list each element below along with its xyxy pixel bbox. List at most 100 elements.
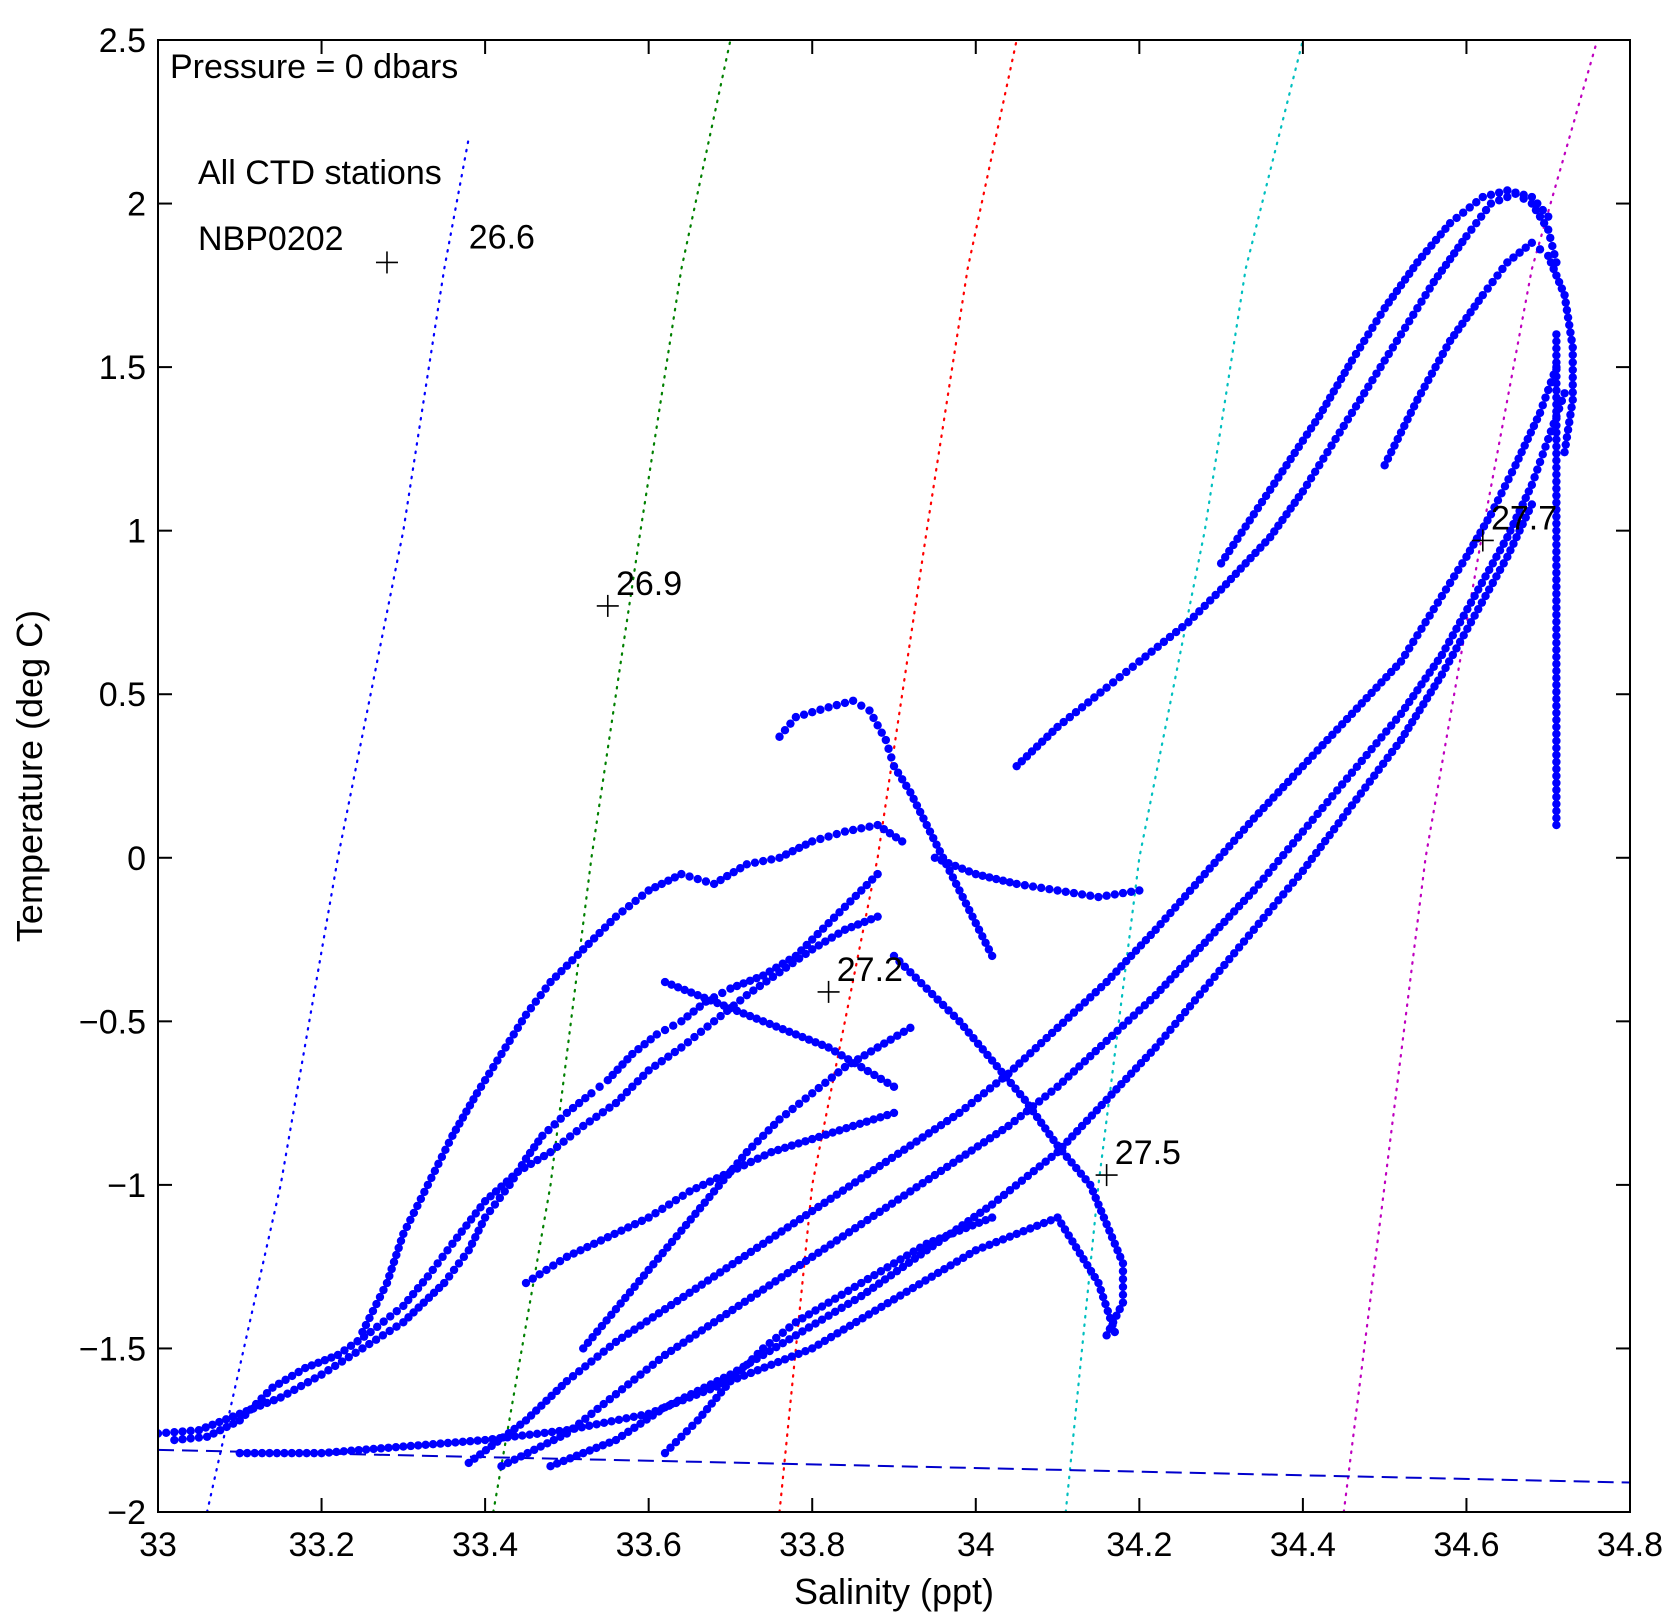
data-point — [1215, 853, 1224, 862]
isopycnal-label-3: 27.5 — [1115, 1134, 1181, 1172]
data-point — [1035, 1162, 1044, 1171]
data-point — [546, 977, 555, 987]
data-point — [581, 1362, 590, 1371]
data-point — [1075, 1062, 1084, 1071]
data-point — [639, 1271, 649, 1280]
data-point — [1452, 624, 1461, 633]
data-point — [630, 1282, 639, 1291]
data-point — [902, 1287, 911, 1297]
data-point — [1421, 290, 1430, 300]
data-point — [677, 1043, 686, 1052]
data-point — [1107, 1090, 1116, 1099]
data-point — [1259, 913, 1268, 923]
data-point — [1254, 919, 1263, 929]
isopycnal-2 — [778, 40, 1018, 1512]
data-point — [1552, 708, 1561, 718]
data-point — [942, 1116, 952, 1126]
data-point — [351, 1348, 360, 1358]
data-point — [371, 1335, 381, 1344]
data-point — [828, 1128, 837, 1137]
data-point — [1506, 546, 1515, 555]
data-point — [448, 1131, 457, 1141]
data-point — [476, 1450, 485, 1459]
data-point — [593, 1404, 602, 1414]
data-point — [1465, 546, 1475, 555]
data-point — [1215, 922, 1224, 932]
data-point — [1315, 411, 1324, 421]
data-point — [851, 891, 861, 901]
data-point — [1075, 1003, 1084, 1012]
data-point — [808, 1089, 817, 1098]
data-point — [332, 1447, 341, 1457]
data-point — [353, 1337, 362, 1346]
data-point — [794, 843, 804, 853]
data-point — [1112, 1085, 1121, 1094]
data-point — [1552, 337, 1561, 346]
data-point — [1500, 482, 1510, 491]
data-point — [758, 1017, 768, 1026]
data-point — [459, 1252, 469, 1262]
data-point — [1427, 369, 1437, 378]
data-point — [1425, 284, 1434, 293]
data-point — [540, 1428, 549, 1438]
data-point — [1322, 399, 1331, 409]
data-point — [767, 1360, 776, 1370]
data-point — [1034, 1097, 1044, 1106]
data-point — [624, 901, 634, 911]
data-point — [1236, 564, 1245, 573]
data-point — [879, 824, 888, 834]
data-point — [868, 1283, 878, 1292]
data-point — [857, 1219, 866, 1229]
isopycnal-contours — [205, 40, 1599, 1512]
data-point — [1234, 901, 1244, 911]
data-point — [1151, 1043, 1160, 1052]
data-point — [1131, 946, 1141, 955]
data-point — [940, 1264, 949, 1274]
data-point — [985, 1134, 995, 1143]
data-point — [618, 907, 627, 916]
data-point — [1370, 771, 1379, 780]
data-point — [965, 1249, 974, 1259]
data-point — [840, 698, 850, 708]
data-point — [1221, 553, 1230, 562]
data-point — [1256, 543, 1265, 552]
data-point — [961, 899, 971, 908]
data-point — [865, 706, 874, 715]
data-point — [485, 1206, 495, 1216]
data-point — [827, 1073, 837, 1082]
data-point — [1118, 1259, 1128, 1268]
data-point — [1388, 343, 1398, 352]
data-point — [1006, 1078, 1016, 1088]
data-point — [1552, 715, 1561, 725]
data-point — [1535, 212, 1545, 221]
data-point — [631, 896, 640, 906]
data-point — [887, 1199, 897, 1208]
data-point — [876, 1074, 886, 1084]
data-point — [1560, 389, 1569, 398]
data-point — [1318, 803, 1327, 813]
data-point — [838, 1186, 848, 1195]
data-point — [713, 1376, 722, 1386]
data-point — [1180, 959, 1190, 968]
data-point — [201, 1423, 210, 1432]
data-point — [705, 1177, 715, 1186]
data-point — [752, 973, 761, 983]
data-point — [1053, 1141, 1062, 1150]
data-point — [1503, 258, 1512, 267]
data-point — [1405, 697, 1414, 707]
data-point — [1005, 878, 1015, 887]
data-point — [772, 1022, 781, 1031]
data-point — [1445, 578, 1455, 588]
data-point — [624, 1223, 633, 1232]
data-point — [1205, 978, 1214, 987]
data-point — [712, 1393, 721, 1403]
data-point — [765, 1281, 774, 1290]
data-point — [1458, 208, 1468, 217]
data-point — [287, 1371, 297, 1381]
data-point — [667, 1237, 677, 1247]
data-point — [1005, 1232, 1015, 1241]
data-point — [186, 1434, 195, 1443]
data-point — [1533, 465, 1542, 474]
data-point — [1383, 753, 1392, 763]
